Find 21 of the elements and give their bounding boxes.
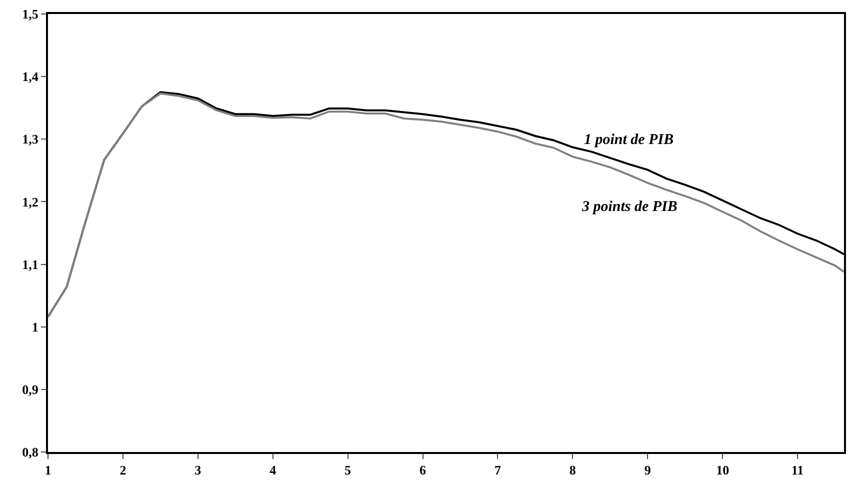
y-tick-label: 1,5 xyxy=(22,6,39,22)
x-tick-label: 6 xyxy=(420,462,427,478)
y-tick-label: 0,9 xyxy=(22,382,39,397)
x-tick-label: 10 xyxy=(716,462,730,478)
y-tick-label: 1,1 xyxy=(22,256,38,272)
y-tick-label: 1,2 xyxy=(22,194,38,210)
x-tick-label: 7 xyxy=(494,462,502,478)
x-tick-label: 3 xyxy=(194,462,202,478)
y-tick-label: 0,8 xyxy=(22,444,39,460)
x-tick-label: 4 xyxy=(270,462,277,478)
y-tick-label: 1,3 xyxy=(22,132,39,147)
x-tick-label: 1 xyxy=(44,462,52,478)
x-tick-label: 11 xyxy=(791,462,804,478)
y-tick-label: 1 xyxy=(32,319,38,334)
x-tick-label: 8 xyxy=(569,462,576,478)
series-label: 3 points de PIB xyxy=(581,199,678,215)
y-tick-label: 1,4 xyxy=(22,69,39,84)
x-tick-label: 5 xyxy=(344,462,352,478)
series-label: 1 point de PIB xyxy=(584,132,674,148)
x-tick-label: 9 xyxy=(644,462,652,478)
x-tick-label: 2 xyxy=(120,462,126,478)
